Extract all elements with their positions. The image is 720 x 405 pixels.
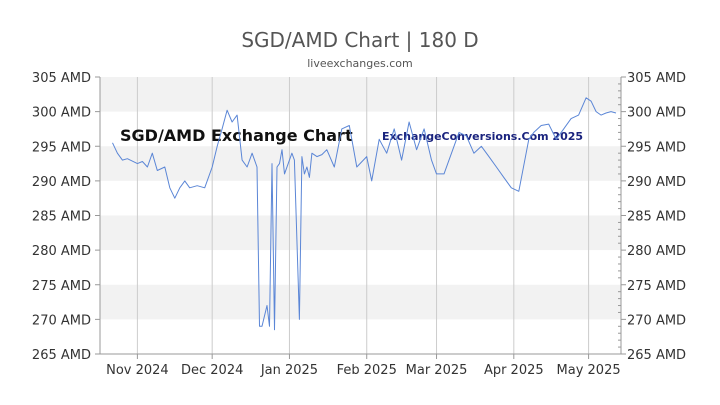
y-axis-left: 305 AMD 300 AMD 295 AMD 290 AMD 285 AMD 280 A…	[32, 71, 100, 363]
y-tick-label-right: 305 AMD	[627, 71, 686, 86]
y-tick-label-left: 305 AMD	[32, 71, 91, 86]
grid-band	[100, 215, 621, 251]
y-tick-label-left: 270 AMD	[32, 313, 91, 328]
y-tick-label-right: 265 AMD	[627, 348, 686, 363]
y-tick-label-right: 270 AMD	[627, 313, 686, 328]
y-tick-label-right: 275 AMD	[627, 279, 686, 294]
vertical-gridlines	[136, 77, 590, 354]
y-tick-label-right: 290 AMD	[627, 175, 686, 190]
y-tick-label-right: 280 AMD	[627, 244, 686, 259]
y-tick-label-left: 300 AMD	[32, 106, 91, 121]
x-tick-label: Jan 2025	[260, 363, 318, 378]
chart-title: SGD/AMD Chart | 180 D	[241, 28, 478, 52]
watermark-exchange-chart: SGD/AMD Exchange Chart	[120, 126, 353, 145]
y-axis-right: 305 AMD 300 AMD 295 AMD 290 AMD 285 AMD 280 A…	[621, 71, 686, 363]
x-axis: Nov 2024 Dec 2024 Jan 2025 Feb 2025 Mar 2025…	[106, 354, 621, 378]
y-tick-label-left: 265 AMD	[32, 348, 91, 363]
y-tick-label-left: 295 AMD	[32, 140, 91, 155]
grid-band	[100, 284, 621, 320]
chart-subtitle: liveexchanges.com	[307, 57, 412, 70]
y-tick-label-right: 300 AMD	[627, 106, 686, 121]
grid-band	[100, 77, 621, 112]
y-tick-label-left: 275 AMD	[32, 279, 91, 294]
x-tick-label: Feb 2025	[337, 363, 397, 378]
y-tick-label-left: 290 AMD	[32, 175, 91, 190]
y-tick-label-right: 285 AMD	[627, 210, 686, 225]
y-tick-label-right: 295 AMD	[627, 140, 686, 155]
x-tick-label: Nov 2024	[106, 363, 169, 378]
x-tick-label: Mar 2025	[406, 363, 468, 378]
y-tick-label-left: 280 AMD	[32, 244, 91, 259]
x-tick-label: Dec 2024	[181, 363, 243, 378]
series-line	[112, 97, 617, 331]
x-tick-label: Apr 2025	[484, 363, 544, 378]
grid-bands	[100, 77, 621, 320]
y-tick-label-left: 285 AMD	[32, 210, 91, 225]
x-tick-label: May 2025	[557, 363, 621, 378]
